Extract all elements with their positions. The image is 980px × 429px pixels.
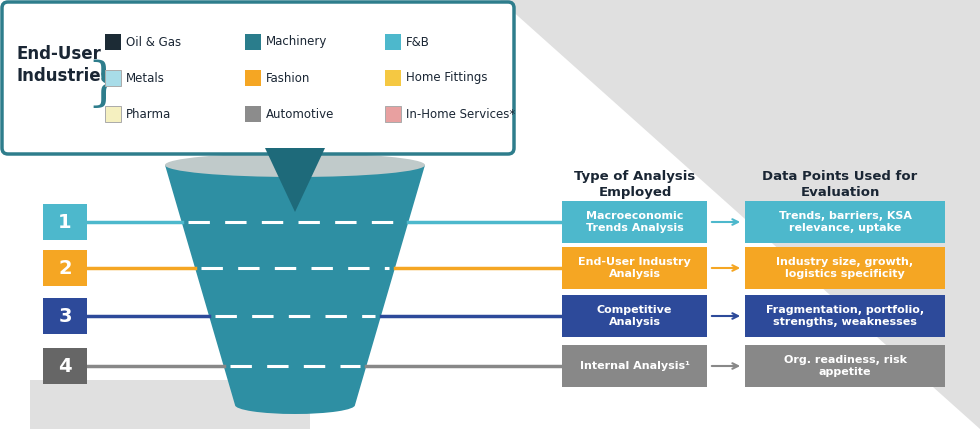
FancyBboxPatch shape (245, 34, 261, 50)
Text: Data Points Used for
Evaluation: Data Points Used for Evaluation (762, 170, 917, 199)
FancyBboxPatch shape (245, 70, 261, 86)
FancyBboxPatch shape (562, 345, 707, 387)
Polygon shape (500, 0, 980, 429)
Text: Metals: Metals (126, 72, 165, 85)
Text: Org. readiness, risk
appetite: Org. readiness, risk appetite (783, 355, 907, 377)
Ellipse shape (235, 396, 355, 414)
FancyBboxPatch shape (562, 247, 707, 289)
Ellipse shape (165, 153, 425, 177)
Text: Pharma: Pharma (126, 108, 172, 121)
Text: End-User Industry
Analysis: End-User Industry Analysis (578, 257, 691, 279)
FancyBboxPatch shape (745, 201, 945, 243)
Text: Industry size, growth,
logistics specificity: Industry size, growth, logistics specifi… (776, 257, 913, 279)
Text: 2: 2 (58, 259, 72, 278)
FancyBboxPatch shape (105, 70, 121, 86)
FancyBboxPatch shape (745, 247, 945, 289)
FancyBboxPatch shape (105, 34, 121, 50)
Text: Macroeconomic
Trends Analysis: Macroeconomic Trends Analysis (586, 211, 683, 233)
FancyBboxPatch shape (43, 250, 87, 286)
FancyBboxPatch shape (2, 2, 514, 154)
Text: Type of Analysis
Employed: Type of Analysis Employed (574, 170, 696, 199)
Text: Fragmentation, portfolio,
strengths, weaknesses: Fragmentation, portfolio, strengths, wea… (766, 305, 924, 327)
Text: In-Home Services*: In-Home Services* (406, 108, 515, 121)
Text: Oil & Gas: Oil & Gas (126, 36, 181, 48)
Text: Automotive: Automotive (266, 108, 334, 121)
Text: Trends, barriers, KSA
relevance, uptake: Trends, barriers, KSA relevance, uptake (778, 211, 911, 233)
FancyBboxPatch shape (43, 204, 87, 240)
Text: Competitive
Analysis: Competitive Analysis (597, 305, 672, 327)
Text: F&B: F&B (406, 36, 430, 48)
Text: 3: 3 (58, 306, 72, 326)
FancyBboxPatch shape (43, 298, 87, 334)
Polygon shape (265, 148, 325, 212)
Polygon shape (30, 380, 310, 429)
Text: }: } (86, 60, 120, 111)
Polygon shape (165, 165, 425, 405)
Text: 1: 1 (58, 212, 72, 232)
FancyBboxPatch shape (562, 201, 707, 243)
Text: Machinery: Machinery (266, 36, 327, 48)
FancyBboxPatch shape (385, 70, 401, 86)
FancyBboxPatch shape (43, 348, 87, 384)
Text: 4: 4 (58, 356, 72, 375)
FancyBboxPatch shape (745, 345, 945, 387)
Text: Home Fittings: Home Fittings (406, 72, 487, 85)
FancyBboxPatch shape (385, 34, 401, 50)
Text: Fashion: Fashion (266, 72, 311, 85)
FancyBboxPatch shape (745, 295, 945, 337)
FancyBboxPatch shape (562, 295, 707, 337)
Text: End-User
Industries: End-User Industries (16, 45, 111, 85)
FancyBboxPatch shape (385, 106, 401, 122)
Text: Internal Analysis¹: Internal Analysis¹ (579, 361, 690, 371)
FancyBboxPatch shape (105, 106, 121, 122)
FancyBboxPatch shape (245, 106, 261, 122)
